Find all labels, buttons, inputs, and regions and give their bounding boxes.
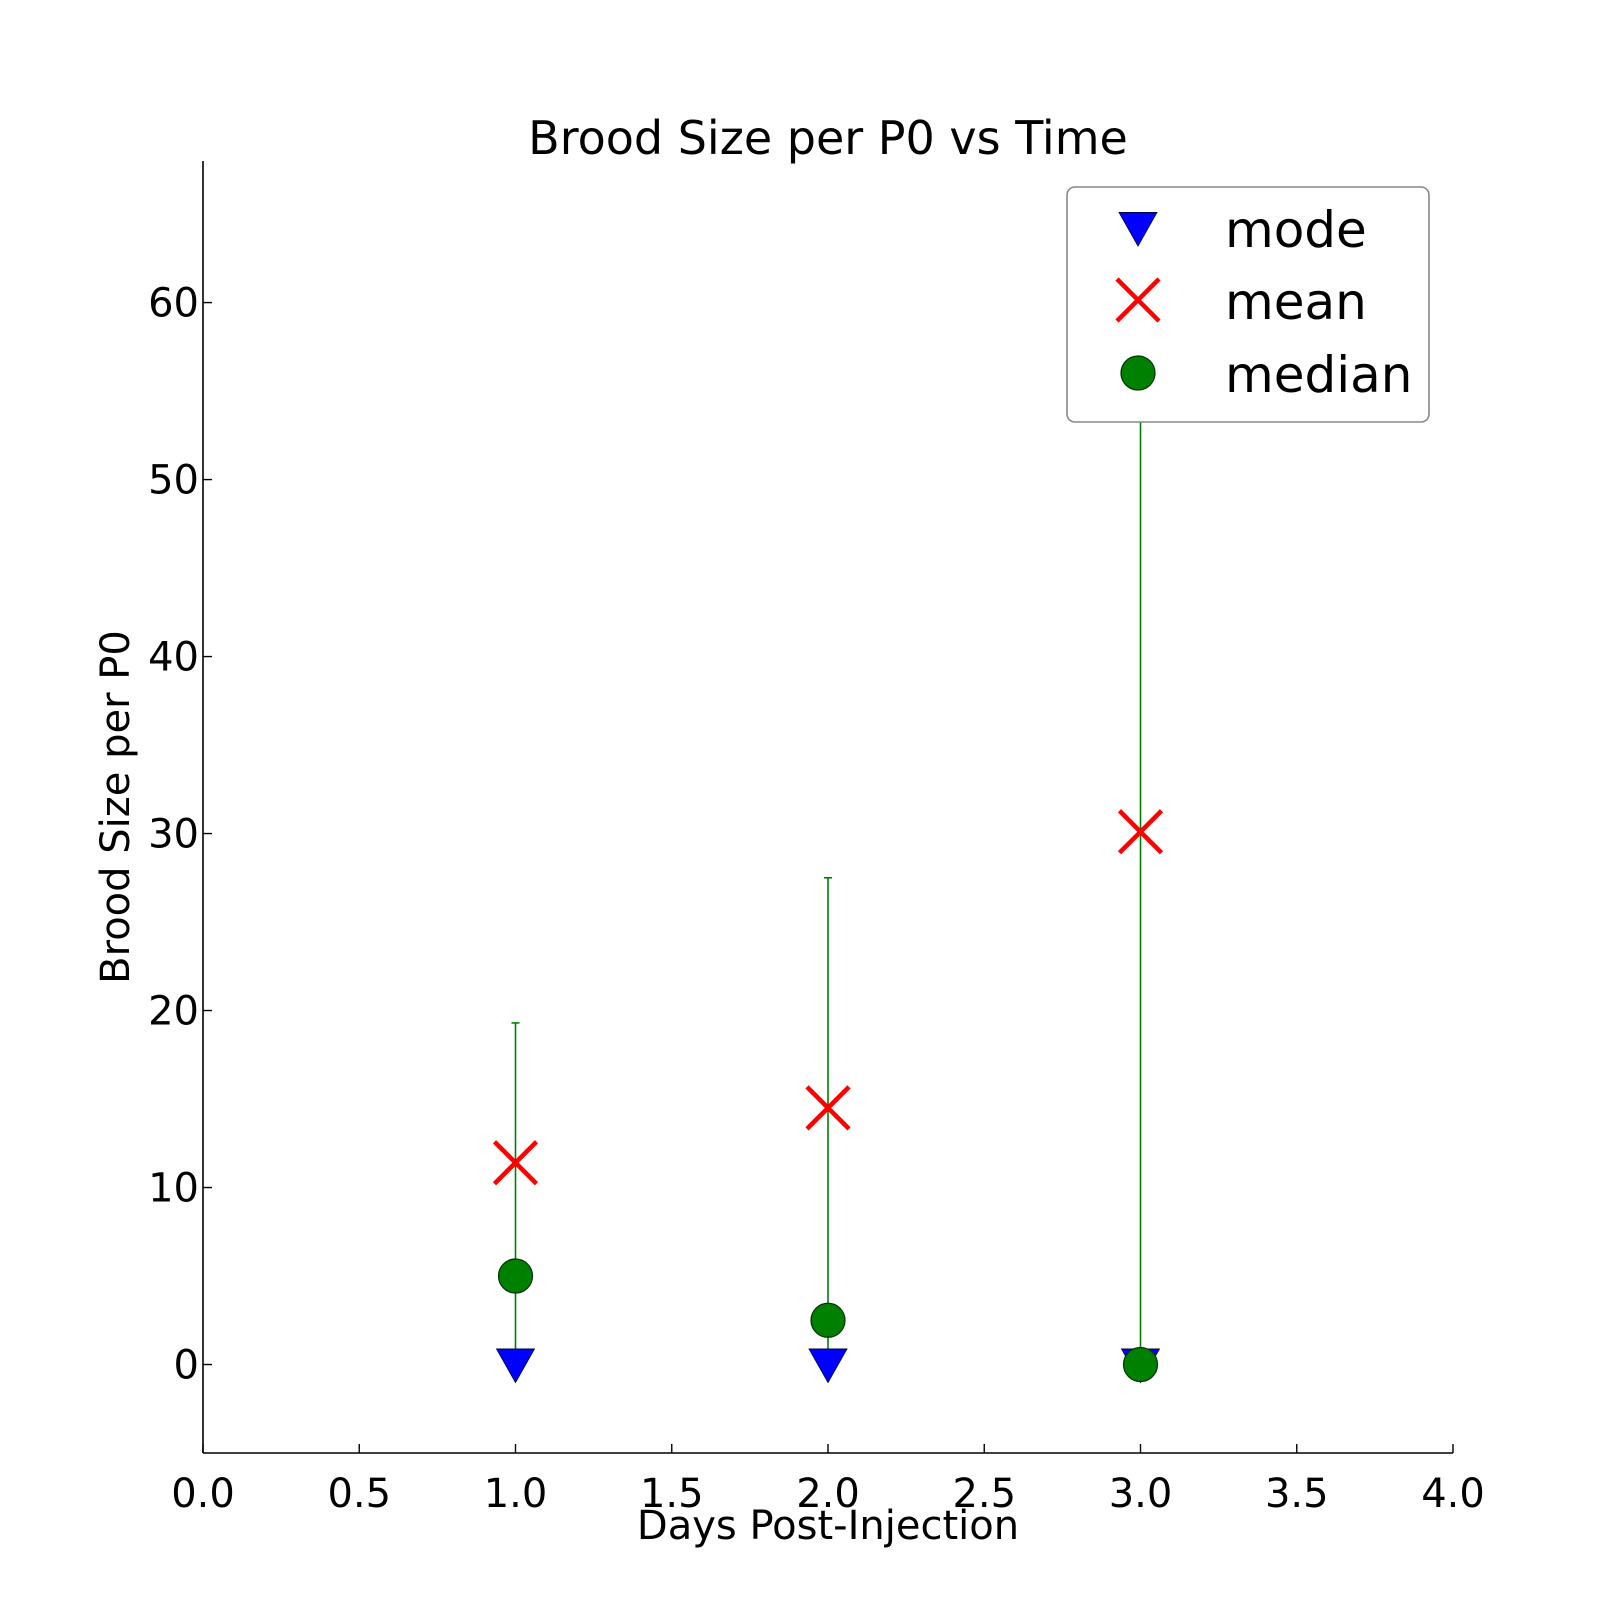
x-tick-label: 0.5 (327, 1471, 391, 1517)
legend-mode-label: mode (1225, 201, 1367, 259)
legend: mode mean median (1066, 186, 1430, 423)
y-tick-label: 40 (148, 635, 199, 681)
mode-point (808, 1348, 848, 1384)
mean-point (805, 1085, 851, 1131)
x-tick-label: 3.5 (1265, 1471, 1329, 1517)
y-axis-label: Brood Size per P0 (93, 630, 139, 984)
x-tick-label: 3.0 (1109, 1471, 1173, 1517)
tick-group: 0.0 0.5 1.0 1.5 2.0 2.5 3.0 3.5 4.0 0 10 20 30 40 50 60 (148, 281, 1485, 1517)
y-tick-label: 20 (148, 989, 199, 1035)
mean-point (1117, 809, 1164, 855)
legend-mode-marker (1118, 212, 1158, 247)
x-tick-label: 0.0 (171, 1471, 235, 1517)
y-tick-label: 0 (174, 1343, 199, 1389)
x-tick-label: 2.5 (952, 1471, 1016, 1517)
marker-group (492, 809, 1164, 1384)
mean-point-stroke-b (492, 1140, 539, 1186)
mean-point-stroke-b (1117, 809, 1164, 855)
y-tick-label: 60 (148, 281, 199, 327)
y-tick-label: 30 (148, 812, 199, 858)
x-tick-label: 1.5 (640, 1471, 704, 1517)
y-tick-label: 50 (148, 458, 199, 504)
legend-median-marker (1120, 355, 1156, 391)
legend-median-label: median (1225, 346, 1412, 404)
median-point (497, 1258, 534, 1294)
x-tick-label: 4.0 (1421, 1471, 1485, 1517)
x-tick-label: 1.0 (484, 1471, 548, 1517)
x-tick-label: 2.0 (796, 1471, 860, 1517)
legend-mean-marker (1115, 277, 1161, 323)
median-point (810, 1302, 846, 1338)
median-point (1122, 1346, 1159, 1383)
legend-frame (1066, 186, 1430, 423)
mean-point (492, 1140, 539, 1186)
x-axis-label: Days Post-Injection (637, 1503, 1019, 1549)
legend-mean-label: mean (1225, 273, 1367, 331)
y-tick-label: 10 (148, 1166, 199, 1212)
legend-mean-marker-stroke-b (1115, 277, 1161, 323)
mode-point (495, 1348, 536, 1384)
legend-entries: mode mean median (1115, 201, 1412, 404)
error-bar-group (511, 344, 1145, 1365)
mean-point-stroke-b (805, 1085, 851, 1131)
chart-title: Brood Size per P0 vs Time (528, 111, 1128, 165)
